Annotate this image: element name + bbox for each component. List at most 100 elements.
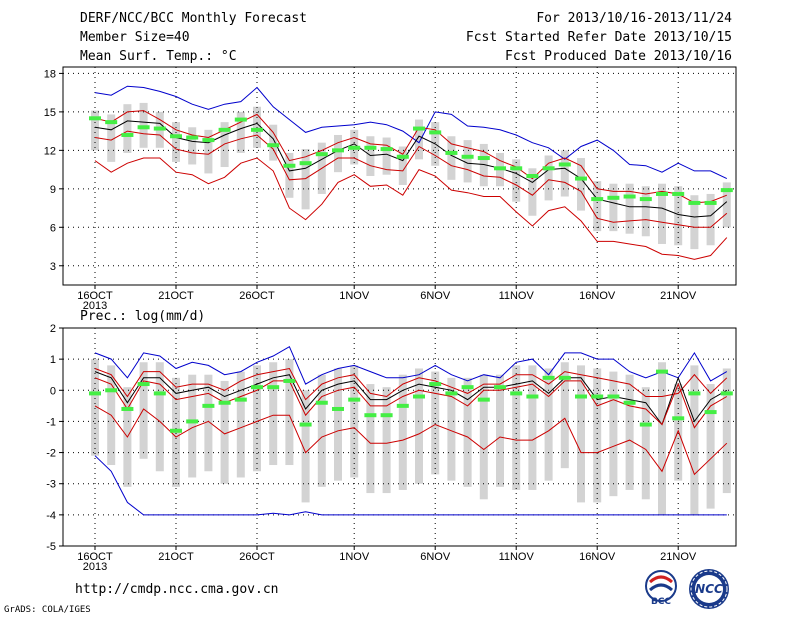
prec-series-lower xyxy=(94,405,728,476)
prec-ytick-label: 2 xyxy=(50,323,56,335)
prec-box xyxy=(544,368,553,481)
temp-box xyxy=(722,182,731,228)
temp-xtick-label: 1NOV xyxy=(339,290,370,302)
temp-series-mean xyxy=(94,120,728,218)
temp-marker xyxy=(380,147,393,152)
prec-marker xyxy=(656,369,668,374)
prec-box xyxy=(236,371,245,478)
prec-box xyxy=(285,359,294,466)
prec-xtick-label: 11NOV xyxy=(499,551,535,563)
prec-xtick-label: 1NOV xyxy=(339,551,370,563)
temp-series-upper xyxy=(94,85,728,180)
temp-ytick-label: 18 xyxy=(44,68,56,80)
prec-marker xyxy=(607,394,620,399)
temp-xtick-label: 6NOV xyxy=(420,290,451,302)
temp-marker xyxy=(461,154,474,159)
prec-xtick-label: 16NOV xyxy=(579,551,616,563)
temp-box xyxy=(479,143,488,187)
temp-box xyxy=(366,136,375,176)
temp-ytick-label: 15 xyxy=(44,107,56,119)
temp-marker xyxy=(251,127,263,132)
temp-marker xyxy=(639,197,652,202)
temp-box xyxy=(463,140,472,183)
temp-marker xyxy=(153,126,166,131)
temp-marker xyxy=(170,134,182,139)
prec-marker xyxy=(283,378,296,383)
temp-marker xyxy=(558,162,571,167)
prec-box xyxy=(204,374,213,472)
prec-box xyxy=(722,368,731,494)
prec-box xyxy=(382,387,391,494)
temp-marker xyxy=(267,143,280,148)
prec-box xyxy=(269,362,278,466)
temp-box xyxy=(609,183,618,232)
forecast-produced-date: Fcst Produced Date 2013/10/16 xyxy=(505,49,732,64)
prec-series-bottom xyxy=(94,455,727,516)
temp-box xyxy=(560,150,569,197)
prec-box xyxy=(625,374,634,490)
temp-box xyxy=(593,181,602,232)
prec-box xyxy=(447,377,456,481)
temp-marker xyxy=(396,154,409,159)
prec-box xyxy=(690,365,699,515)
temp-ytick-label: 12 xyxy=(44,145,56,157)
prec-box xyxy=(528,365,537,490)
prec-box xyxy=(641,387,650,500)
prec-marker xyxy=(720,391,733,396)
forecast-period: For 2013/10/16-2013/11/24 xyxy=(536,11,732,26)
prec-marker xyxy=(704,410,717,415)
temp-marker xyxy=(202,138,215,143)
prec-xtick-label: 26OCT xyxy=(239,551,275,563)
ncc-logo: NCC xyxy=(686,567,732,611)
prec-marker xyxy=(170,428,182,433)
temp-marker xyxy=(672,191,685,196)
temp-marker xyxy=(315,152,328,157)
prec-box xyxy=(658,362,666,515)
prec-marker xyxy=(591,394,604,399)
prec-marker xyxy=(121,406,134,411)
prec-ytick-label: -4 xyxy=(46,510,56,522)
source-url[interactable]: http://cmdp.ncc.cma.gov.cn xyxy=(75,582,279,597)
prec-marker xyxy=(267,385,280,390)
temp-marker xyxy=(526,174,539,178)
prec-xtick-label: 6NOV xyxy=(420,551,451,563)
prec-marker xyxy=(89,391,101,396)
temp-marker xyxy=(510,166,523,171)
temp-marker xyxy=(137,125,150,130)
prec-box xyxy=(496,374,504,487)
prec-marker xyxy=(623,400,636,405)
temp-marker xyxy=(364,145,377,150)
temp-marker xyxy=(105,120,118,125)
temp-box xyxy=(706,193,715,246)
prec-marker xyxy=(153,391,166,396)
chart-title: DERF/NCC/BCC Monthly Forecast xyxy=(80,11,307,26)
temp-marker xyxy=(413,126,425,131)
temp-box xyxy=(512,159,521,202)
temp-marker xyxy=(283,163,296,168)
temp-ytick-label: 6 xyxy=(50,222,56,234)
temp-box xyxy=(382,137,391,175)
temp-box xyxy=(528,168,537,216)
prec-marker xyxy=(526,394,539,399)
temp-box xyxy=(188,127,197,165)
temp-series-lower xyxy=(94,157,728,260)
bcc-logo: BCC xyxy=(640,568,682,610)
prec-box xyxy=(415,368,423,484)
temp-marker xyxy=(575,176,587,181)
temp-box xyxy=(301,149,310,210)
temp-marker xyxy=(656,191,668,196)
temp-marker xyxy=(186,135,199,140)
prec-box xyxy=(577,365,585,503)
prec-marker xyxy=(299,422,312,427)
temp-marker xyxy=(121,132,134,137)
prec-marker xyxy=(332,406,344,411)
prec-box xyxy=(188,374,197,478)
temp-ytick-label: 9 xyxy=(50,184,56,196)
ncc-logo-text: NCC xyxy=(695,582,723,596)
temp-box xyxy=(269,124,278,161)
temp-box xyxy=(334,134,342,173)
prec-box xyxy=(479,374,488,500)
member-size: Member Size=40 xyxy=(80,30,190,45)
prec-marker xyxy=(105,388,118,393)
temp-marker xyxy=(494,166,506,171)
